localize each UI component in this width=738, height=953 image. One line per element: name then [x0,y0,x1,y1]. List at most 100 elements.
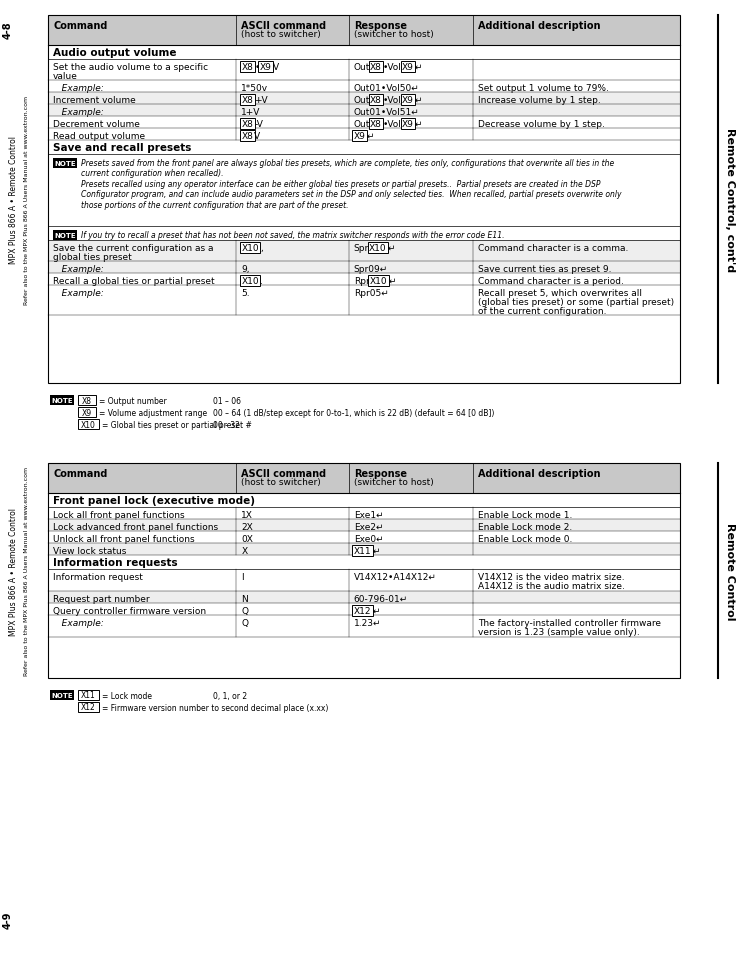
Bar [48,46,680,60]
Bar [48,141,680,154]
Text: Read output volume: Read output volume [53,132,145,141]
Bar [48,592,680,603]
Text: MPX Plus 866 A • Remote Control: MPX Plus 866 A • Remote Control [10,507,18,635]
Text: ↵: ↵ [415,63,422,71]
Text: 5.: 5. [241,289,250,297]
Text: ↵: ↵ [367,132,374,141]
Text: Refer also to the MPX Plus 866 A Users Manual at www.extron.com: Refer also to the MPX Plus 866 A Users M… [24,466,30,676]
Text: = Firmware version number to second decimal place (x.xx): = Firmware version number to second deci… [102,703,328,712]
Text: (host to switcher): (host to switcher) [241,477,321,486]
Text: Response: Response [354,469,407,478]
Text: X10: X10 [241,276,259,286]
Text: V14X12 is the video matrix size.: V14X12 is the video matrix size. [478,573,625,581]
Bar [48,494,680,507]
Text: (host to switcher): (host to switcher) [241,30,321,39]
Text: Information request: Information request [53,573,143,581]
Text: X10: X10 [81,420,96,429]
Bar [53,159,77,169]
Text: NOTE: NOTE [54,233,76,239]
Text: Response: Response [354,21,407,30]
Text: A14X12 is the audio matrix size.: A14X12 is the audio matrix size. [478,581,625,590]
Bar [78,419,99,430]
Text: Decrease volume by 1 step.: Decrease volume by 1 step. [478,120,605,129]
Text: Exe1↵: Exe1↵ [354,511,384,519]
Text: N: N [241,595,248,603]
Bar [48,286,680,315]
Bar [48,603,680,616]
Text: Example:: Example: [53,618,104,627]
Text: Save and recall presets: Save and recall presets [53,143,191,152]
Text: X8: X8 [241,132,253,141]
Text: ASCII command: ASCII command [241,21,326,30]
Text: Command: Command [53,21,107,30]
Text: X8: X8 [370,63,382,71]
Bar [48,154,680,227]
Text: Spr: Spr [354,244,369,253]
Bar [48,16,680,384]
Text: Rpr05↵: Rpr05↵ [354,289,389,297]
Bar [48,81,680,92]
Text: Unlock all front panel functions: Unlock all front panel functions [53,535,195,543]
Text: NOTE: NOTE [51,397,73,403]
Text: Enable Lock mode 2.: Enable Lock mode 2. [478,522,573,532]
Text: -V: -V [254,120,263,129]
Text: version is 1.23 (sample value only).: version is 1.23 (sample value only). [478,627,640,637]
Text: •Vol: •Vol [383,120,402,129]
Text: Query controller firmware version: Query controller firmware version [53,606,206,616]
Text: X11: X11 [81,691,96,700]
Text: ↵: ↵ [373,606,380,616]
Bar [53,231,77,241]
Text: value: value [53,71,78,81]
Text: Enable Lock mode 0.: Enable Lock mode 0. [478,535,573,543]
Text: Out: Out [354,63,370,71]
Text: Example:: Example: [53,108,104,117]
Text: Recall a global ties or partial preset: Recall a global ties or partial preset [53,276,215,286]
Text: I: I [241,573,244,581]
Text: MPX Plus 866 A • Remote Control: MPX Plus 866 A • Remote Control [10,136,18,264]
Text: Out01•Vol50↵: Out01•Vol50↵ [354,84,420,92]
Text: ↵: ↵ [415,120,422,129]
Text: .: . [260,276,263,286]
Text: NOTE: NOTE [51,692,73,699]
Text: ,: , [260,244,263,253]
Text: 4-8: 4-8 [3,21,13,38]
Text: X10: X10 [241,244,259,253]
Text: 2X: 2X [241,522,253,532]
Text: Command: Command [53,469,107,478]
Bar [48,543,680,556]
Text: •: • [254,63,260,71]
Text: = Output number: = Output number [99,396,167,406]
Text: X10: X10 [370,276,387,286]
Text: 4-9: 4-9 [3,910,13,928]
Bar [48,463,680,494]
Text: 1+V: 1+V [241,108,261,117]
Text: If you try to recall a preset that has not been not saved, the matrix switcher r: If you try to recall a preset that has n… [81,231,505,240]
Text: Remote Control, cont'd: Remote Control, cont'd [725,128,735,272]
Text: ↵: ↵ [415,96,422,105]
Text: Information requests: Information requests [53,558,178,567]
Text: X9: X9 [260,63,272,71]
Text: Audio output volume: Audio output volume [53,48,176,58]
Text: Increase volume by 1 step.: Increase volume by 1 step. [478,96,601,105]
Text: X8: X8 [241,120,253,129]
Bar [48,463,680,679]
Text: The factory-installed controller firmware: The factory-installed controller firmwar… [478,618,661,627]
Bar [48,117,680,129]
Text: Recall preset 5, which overwrites all: Recall preset 5, which overwrites all [478,289,642,297]
Text: 60-796-01↵: 60-796-01↵ [354,595,408,603]
Text: Presets saved from the front panel are always global ties presets, which are com: Presets saved from the front panel are a… [81,159,621,210]
Bar [78,395,96,406]
Bar [50,395,74,406]
Text: ↵: ↵ [387,244,396,253]
Text: 01 – 06: 01 – 06 [213,396,241,406]
Text: X8: X8 [82,396,92,405]
Bar [48,569,680,592]
Text: Refer also to the MPX Plus 866 A Users Manual at www.extron.com: Refer also to the MPX Plus 866 A Users M… [24,95,30,304]
Text: (switcher to host): (switcher to host) [354,30,434,39]
Text: X9: X9 [354,132,366,141]
Text: X9: X9 [402,120,414,129]
Bar [48,241,680,262]
Text: •Vol: •Vol [383,96,402,105]
Text: Example:: Example: [53,265,104,274]
Text: V: V [272,63,278,71]
